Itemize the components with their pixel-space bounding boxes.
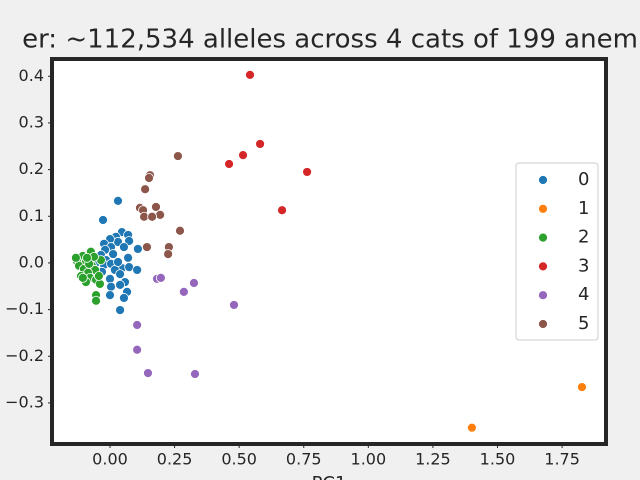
plot-area — [52, 59, 606, 444]
x-tick-label: 0.75 — [286, 450, 322, 469]
legend-marker — [538, 261, 548, 272]
point — [175, 225, 185, 236]
point — [132, 344, 143, 355]
legend-marker — [538, 203, 548, 214]
x-tick-label: 0.25 — [157, 450, 193, 469]
plot-frame — [50, 57, 608, 446]
point — [155, 209, 166, 220]
legend-label: 2 — [578, 227, 589, 248]
x-axis-label: PC1 — [312, 473, 347, 480]
point — [93, 271, 104, 281]
x-tick-label: 1.25 — [415, 450, 451, 469]
legend-box — [515, 162, 599, 341]
legend-marker — [538, 232, 548, 243]
point — [119, 242, 129, 252]
point — [98, 215, 108, 225]
point — [115, 305, 125, 315]
y-tick-label: −0.2 — [5, 346, 44, 365]
point — [302, 167, 313, 177]
point — [577, 382, 587, 392]
legend-marker — [538, 175, 548, 185]
x-tick-label: 1.50 — [480, 450, 516, 469]
point — [255, 139, 265, 149]
point — [108, 249, 118, 259]
chart-title: er: ~112,534 alleles across 4 cats of 19… — [22, 25, 638, 55]
x-tick-label: 1.75 — [544, 450, 580, 469]
point — [123, 252, 133, 263]
point — [91, 295, 101, 306]
point — [467, 422, 477, 433]
x-tick-label: 1.00 — [351, 450, 387, 469]
point — [245, 69, 255, 80]
point — [140, 184, 151, 195]
y-tick-label: −0.3 — [5, 392, 44, 411]
point — [82, 252, 92, 263]
point — [238, 150, 248, 161]
y-tick-label: 0.4 — [19, 66, 44, 85]
point — [115, 269, 125, 280]
point — [178, 286, 189, 297]
point — [163, 249, 174, 259]
y-tick-label: 0.1 — [19, 206, 44, 225]
point — [151, 202, 161, 212]
x-tick-label: 0.00 — [92, 450, 128, 469]
point — [77, 272, 88, 283]
legend-label: 0 — [578, 169, 589, 190]
point — [70, 252, 81, 263]
point — [189, 278, 199, 288]
legend-label: 3 — [578, 255, 589, 276]
point — [173, 151, 183, 161]
x-tick-label: 0.50 — [221, 450, 257, 469]
legend-label: 1 — [578, 198, 589, 219]
point — [132, 265, 143, 275]
point — [115, 279, 125, 290]
y-tick-label: −0.1 — [5, 299, 44, 318]
legend-label: 4 — [578, 284, 589, 305]
point — [143, 368, 153, 378]
point — [144, 173, 154, 183]
legend-marker — [538, 290, 548, 301]
point — [132, 320, 143, 330]
point — [113, 257, 123, 267]
point — [106, 281, 116, 292]
y-tick-label: 0.0 — [19, 252, 44, 271]
legend-label: 5 — [578, 313, 589, 334]
point — [155, 272, 166, 283]
point — [224, 159, 234, 169]
point — [190, 369, 200, 379]
point — [132, 244, 143, 254]
legend-marker — [538, 319, 548, 329]
point — [229, 300, 239, 310]
point — [142, 242, 152, 252]
point — [119, 293, 129, 303]
point — [105, 290, 115, 301]
y-tick-label: 0.3 — [19, 112, 44, 131]
point — [277, 205, 287, 216]
point — [113, 195, 123, 206]
y-tick-label: 0.2 — [19, 159, 44, 178]
point — [147, 211, 158, 222]
